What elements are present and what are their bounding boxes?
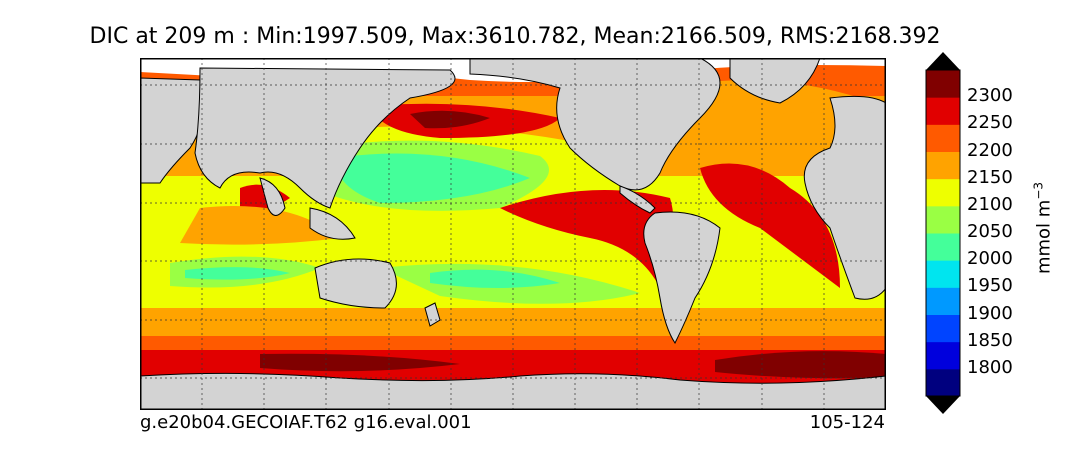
run-id-label: g.e20b04.GECOIAF.T62 g16.eval.001 <box>140 412 472 433</box>
land-central-america <box>619 185 656 214</box>
npac-subpolar-darkred <box>410 110 490 129</box>
colorbar-frame <box>925 69 961 397</box>
colorbar-extend-max <box>926 52 960 70</box>
colorbar-tick-label: 2050 <box>967 221 1013 242</box>
land-seasia <box>309 207 356 240</box>
indian-orange <box>180 206 340 245</box>
colorbar-tick-label: 2200 <box>967 139 1013 161</box>
colorbar-tick-label: 1950 <box>967 275 1013 297</box>
map-title: DIC at 209 m : Min:1997.509, Max:3610.78… <box>89 24 941 49</box>
npac-green <box>335 153 530 203</box>
ocean-dic-map <box>140 58 886 410</box>
sio-green <box>185 267 290 280</box>
colorbar-segment <box>926 314 960 343</box>
colorbar-segment <box>926 124 960 152</box>
colorbar <box>925 52 961 414</box>
southern-darkred-2 <box>715 351 886 379</box>
land-antarctica <box>140 372 886 410</box>
colorbar-segment <box>926 341 960 370</box>
colorbar-tick-label: 2150 <box>967 166 1013 188</box>
southern-darkred-1 <box>260 353 460 372</box>
land-europe-africa <box>803 95 886 300</box>
colorbar-extend-min <box>926 396 960 414</box>
colorbar-segment <box>926 205 960 234</box>
colorbar-segment <box>926 97 960 125</box>
land-south-america <box>643 211 721 344</box>
spac-green <box>430 269 560 288</box>
colorbar-tick-label: 2250 <box>967 112 1013 134</box>
colorbar-segment <box>926 260 960 288</box>
colorbar-tick-label: 2000 <box>967 248 1013 270</box>
year-range-label: 105-124 <box>809 412 885 433</box>
land-greenland <box>729 58 821 104</box>
map-frame <box>140 58 886 410</box>
etp-red <box>500 190 674 288</box>
natl-red <box>700 163 840 288</box>
colorbar-tick-label: 1900 <box>967 302 1013 324</box>
land-asia <box>194 67 456 209</box>
units-base: mmol m <box>1033 199 1055 275</box>
colorbar-units-label: mmol m−3 <box>1032 182 1055 274</box>
colorbar-segment <box>926 233 960 261</box>
land-india <box>259 177 286 216</box>
land-australia <box>314 258 397 309</box>
units-exponent: −3 <box>1031 181 1046 200</box>
colorbar-tick-label: 1850 <box>967 329 1013 351</box>
colorbar-segment <box>926 151 960 180</box>
colorbar-segment <box>926 70 960 98</box>
colorbar-tick-label: 2300 <box>967 85 1013 107</box>
colorbar-tick-label: 1800 <box>967 356 1013 378</box>
colorbar-segment <box>926 368 960 397</box>
colorbar-segment <box>926 287 960 315</box>
colorbar-segment <box>926 178 960 207</box>
colorbar-tick-label: 2100 <box>967 193 1013 215</box>
